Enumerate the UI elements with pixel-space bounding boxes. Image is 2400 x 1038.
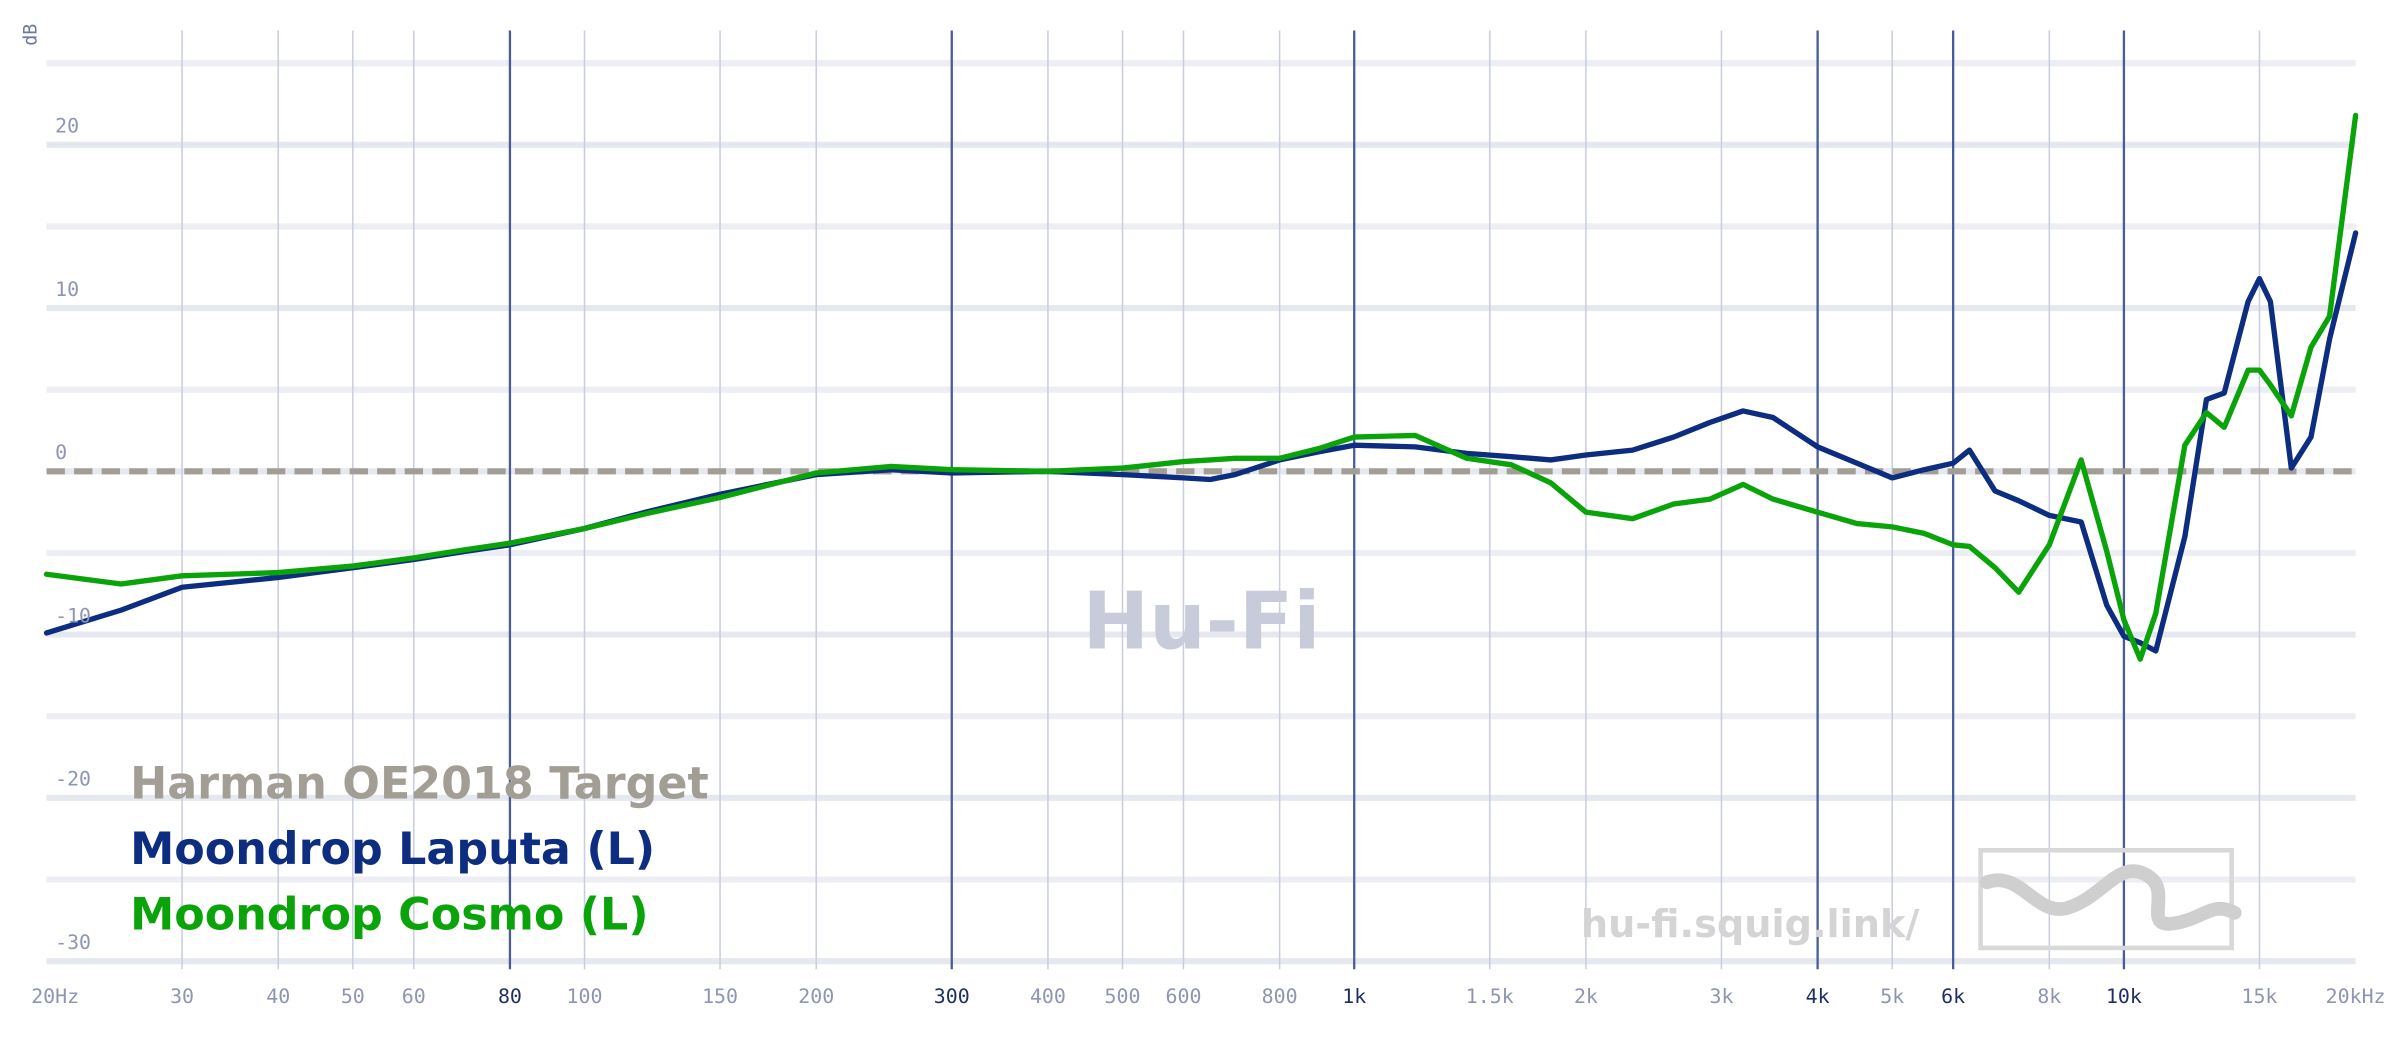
x-tick-label: 20Hz: [31, 985, 79, 1008]
series-line: [43, 112, 2359, 662]
logo-frame: [1978, 847, 2234, 951]
x-tick-label: 15k: [2241, 985, 2277, 1008]
x-tick-label: 10k: [2106, 985, 2142, 1008]
x-tick-label: 400: [1030, 985, 1066, 1008]
x-tick-label: 60: [402, 985, 426, 1008]
x-tick-label: 8k: [2037, 985, 2061, 1008]
x-tick-label: 50: [341, 985, 365, 1008]
x-tick-label: 2k: [1574, 985, 1598, 1008]
watermark: Hu-Fi: [1083, 575, 1321, 668]
y-tick-label: 20: [55, 115, 79, 138]
plot: [43, 112, 2359, 662]
x-tick-label: 300: [934, 985, 970, 1008]
y-tick-label: -30: [55, 931, 91, 954]
x-tick-label: 40: [266, 985, 290, 1008]
x-tick-label: 800: [1262, 985, 1298, 1008]
y-tick-label: -10: [55, 604, 91, 627]
y-tick-label: 10: [55, 278, 79, 301]
x-tick-label: 1.5k: [1466, 985, 1514, 1008]
logo-squiggle: [1979, 864, 2242, 931]
x-tick-label: 500: [1105, 985, 1141, 1008]
x-tick-label: 5k: [1880, 985, 1904, 1008]
logo: [1978, 847, 2242, 951]
x-tick-label: 1k: [1342, 985, 1366, 1008]
legend-entry: Moondrop Laputa (L): [130, 824, 655, 875]
x-tick-label: 100: [567, 985, 603, 1008]
legend-entry: Harman OE2018 Target: [130, 758, 709, 809]
x-tick-label: 80: [498, 985, 522, 1008]
y-axis-label: dB: [21, 24, 42, 46]
x-tick-label: 200: [798, 985, 834, 1008]
x-tick-label: 4k: [1806, 985, 1830, 1008]
legend: Harman OE2018 Target Moondrop Laputa (L) M…: [130, 758, 709, 940]
x-tick-label: 20kHz: [2326, 985, 2386, 1008]
x-tick-label: 3k: [1709, 985, 1733, 1008]
site-label: hu-fi.squig.link/: [1581, 903, 1920, 947]
y-tick-label: 0: [55, 441, 67, 464]
x-tick-label: 6k: [1941, 985, 1965, 1008]
x-tick-label: 150: [702, 985, 738, 1008]
legend-entry: Moondrop Cosmo (L): [130, 890, 649, 941]
y-tick-label: -20: [55, 768, 91, 791]
x-tick-label: 30: [170, 985, 194, 1008]
x-tick-label: 600: [1166, 985, 1202, 1008]
